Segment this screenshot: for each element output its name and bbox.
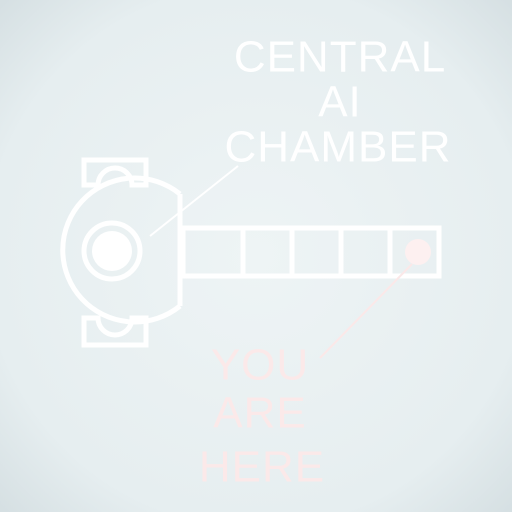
core: [92, 231, 132, 271]
core-ring: [81, 220, 143, 282]
corridor: [180, 225, 442, 279]
label-line: HERE: [199, 443, 325, 492]
chamber-pointer: [149, 165, 239, 237]
chamber-outline: [60, 175, 182, 325]
label-line: YOU: [211, 341, 309, 390]
chamber-label: CENTRAL AI CHAMBER: [224, 33, 451, 172]
label-line: ARE: [213, 389, 306, 438]
bottom-tab: [81, 315, 149, 348]
location-label: YOU ARE HERE: [199, 341, 325, 492]
label-line: CHAMBER: [224, 123, 451, 172]
chamber-map: [60, 157, 442, 348]
location-dot: [405, 239, 431, 265]
label-line: AI: [318, 78, 362, 127]
top-tab: [81, 157, 149, 188]
label-line: CENTRAL: [234, 33, 446, 82]
location-pointer: [319, 263, 413, 359]
